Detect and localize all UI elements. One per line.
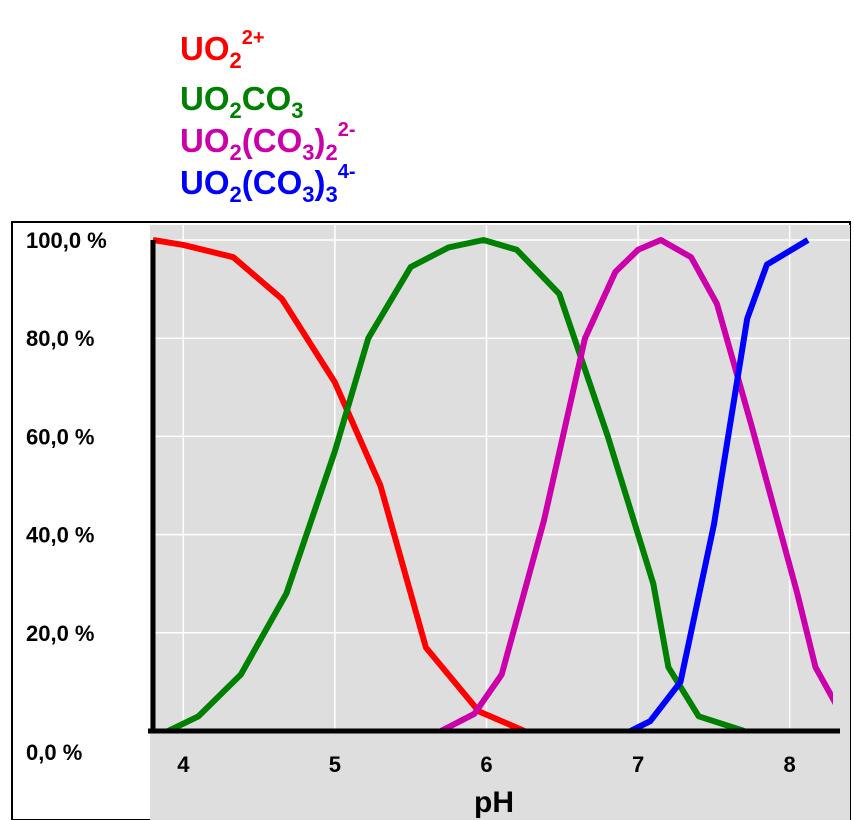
series-line-3 [629,237,810,731]
y-tick-label-5: 100,0 % [26,228,107,253]
y-tick-label-2: 40,0 % [26,523,95,548]
y-tick-label-4: 80,0 % [26,326,95,351]
legend-entry-uo2co3-3: UO2(CO3)34- [180,161,356,207]
x-tick-labels: 4 5 6 7 8 [177,752,796,777]
legend-entry-uo2co3-2: UO2(CO3)22- [180,119,356,165]
y-tick-label-3: 60,0 % [26,424,95,449]
series-line-2 [439,237,833,731]
legend-entry-uo2co3: UO2CO3 [180,80,304,123]
series-line-1 [166,237,746,731]
x-tick-label-1: 5 [329,752,341,777]
legend: UO22+ UO2CO3 UO2(CO3)22- UO2(CO3)34- [180,27,356,207]
y-tick-label-1: 20,0 % [26,621,95,646]
x-tick-label-2: 6 [480,752,492,777]
series-line-0 [153,237,526,731]
x-axis-title: pH [474,786,514,819]
series-layer [153,237,833,731]
x-tick-label-3: 7 [632,752,644,777]
grid [153,225,850,731]
legend-entry-uo2-2plus: UO22+ [180,27,265,73]
x-tick-label-0: 4 [177,752,190,777]
x-tick-label-4: 8 [784,752,796,777]
y-tick-label-0: 0,0 % [26,740,82,765]
y-tick-labels: 0,0 % 20,0 % 40,0 % 60,0 % 80,0 % 100,0 % [26,228,107,765]
